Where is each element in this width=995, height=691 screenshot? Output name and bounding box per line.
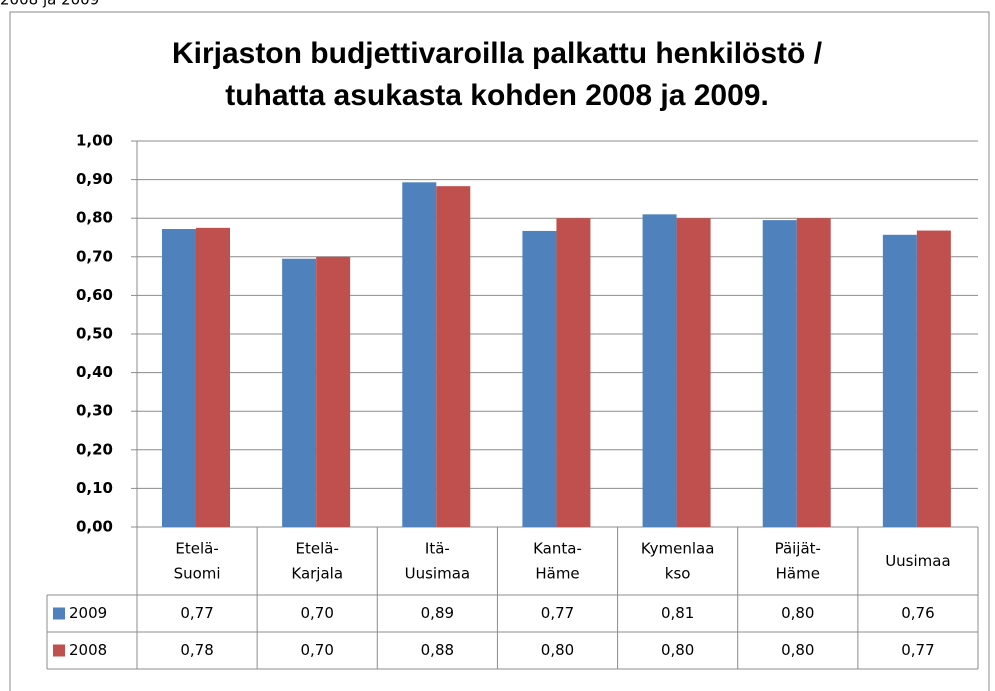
value-label: 0,80 — [661, 641, 694, 659]
bar — [162, 229, 196, 527]
y-tick-label: 0,00 — [76, 518, 113, 536]
chart-title: Kirjaston budjettivaroilla palkattu henk… — [172, 37, 823, 112]
y-tick-label: 1,00 — [76, 132, 113, 150]
bar — [402, 182, 437, 527]
y-tick-label: 0,70 — [76, 247, 113, 265]
legend-label: 2009 — [69, 604, 107, 622]
x-tick-label: Itä-Uusimaa — [405, 539, 470, 582]
value-label: 0,76 — [901, 604, 934, 622]
value-label: 0,81 — [661, 604, 694, 622]
y-tick-label: 0,80 — [76, 209, 113, 227]
bar — [522, 230, 557, 528]
y-tick-label: 0,60 — [76, 286, 113, 304]
y-tick-label: 0,10 — [76, 479, 113, 497]
bar — [796, 218, 831, 527]
value-label: 0,77 — [901, 641, 934, 659]
x-tick-label: Etelä-Suomi — [174, 539, 221, 582]
x-tick-label: Kanta-Häme — [533, 539, 582, 582]
bar — [676, 218, 711, 527]
value-label: 0,70 — [301, 604, 334, 622]
caption: 2008 ja 2009 — [0, 0, 99, 9]
value-label: 0,88 — [421, 641, 454, 659]
bar — [556, 218, 591, 527]
legend-swatch — [53, 644, 65, 657]
value-label: 0,78 — [180, 641, 213, 659]
y-tick-label: 0,50 — [76, 325, 113, 343]
value-label: 0,77 — [541, 604, 574, 622]
x-tick-label: Päijät-Häme — [775, 539, 821, 582]
bar — [642, 214, 677, 527]
y-tick-label: 0,40 — [76, 363, 113, 381]
bar — [882, 234, 917, 527]
bar — [282, 258, 317, 527]
x-tick-label: Etelä-Karjala — [291, 539, 343, 582]
bar — [316, 256, 351, 527]
value-label: 0,80 — [781, 604, 814, 622]
value-label: 0,77 — [180, 604, 213, 622]
bar — [196, 227, 230, 527]
bar — [436, 186, 471, 528]
legend-swatch — [53, 607, 65, 620]
x-tick-label: Kymenlaa kso — [641, 539, 715, 582]
bar — [762, 220, 797, 527]
y-tick-label: 0,20 — [76, 440, 113, 458]
value-label: 0,80 — [541, 641, 574, 659]
frame — [9, 11, 990, 691]
y-tick-label: 0,90 — [76, 170, 113, 188]
value-label: 0,80 — [781, 641, 814, 659]
value-label: 0,89 — [421, 604, 454, 622]
legend-label: 2008 — [69, 641, 107, 659]
x-tick-label: Uusimaa — [885, 552, 950, 570]
value-label: 0,70 — [301, 641, 334, 659]
bar — [916, 230, 951, 527]
y-tick-label: 0,30 — [76, 402, 113, 420]
